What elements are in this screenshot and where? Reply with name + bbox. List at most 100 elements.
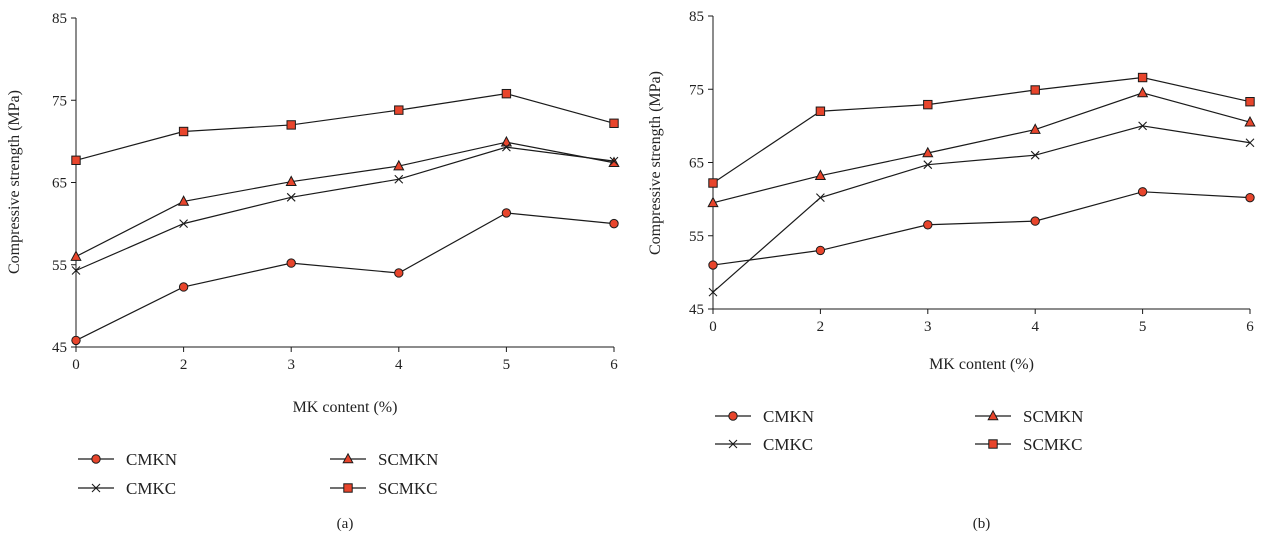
- data-point-square: [501, 88, 512, 99]
- data-point-square: [71, 155, 81, 165]
- x-tick-label: 0: [709, 319, 717, 335]
- data-point-cross: [502, 142, 511, 152]
- cross-stroke: [708, 287, 718, 297]
- series-line: [75, 141, 615, 258]
- panel-label: (b): [973, 516, 991, 532]
- series-line: [712, 125, 1251, 293]
- series-scmkn: [707, 86, 1256, 208]
- y-axis-label: Compressive strength (MPa): [6, 90, 23, 274]
- data-point-circle: [286, 258, 296, 268]
- series-line: [712, 191, 1251, 266]
- data-point-triangle: [707, 196, 719, 208]
- cross-stroke: [1245, 138, 1255, 148]
- series-line: [75, 146, 615, 272]
- legend-item: SCMKN: [975, 407, 1083, 426]
- legend: CMKN SCMKN CMKC SCMKC: [715, 407, 1083, 454]
- y-tick-label: 65: [52, 176, 67, 192]
- series-line: [712, 92, 1251, 204]
- y-tick-label: 75: [689, 82, 704, 98]
- y-tick-label: 55: [689, 229, 704, 245]
- data-point-cross: [71, 266, 81, 275]
- series-line: [75, 212, 615, 341]
- y-tick-label: 45: [52, 340, 67, 356]
- legend-label: CMKC: [763, 435, 813, 454]
- legend-label: SCMKN: [1023, 407, 1083, 426]
- data-point-square: [1030, 85, 1040, 95]
- data-point-circle: [71, 335, 81, 346]
- series-cmkc: [708, 121, 1255, 297]
- cross-stroke: [1138, 121, 1147, 131]
- data-point-triangle: [1244, 115, 1256, 127]
- x-tick-label: 5: [503, 357, 511, 373]
- series-cmkn: [71, 208, 619, 346]
- data-point-circle: [178, 282, 189, 292]
- data-point-cross: [1245, 138, 1255, 148]
- legend-label: SCMKC: [1023, 435, 1083, 454]
- legend-item: SCMKN: [330, 450, 438, 469]
- legend-item: SCMKC: [330, 479, 438, 498]
- cross-stroke: [394, 174, 404, 184]
- legend-item: CMKC: [78, 479, 176, 498]
- legend-marker-cross: [91, 483, 101, 493]
- y-tick-label: 65: [689, 156, 704, 172]
- legend-marker-square: [988, 439, 998, 449]
- legend-label: CMKN: [126, 450, 177, 469]
- data-point-circle: [1030, 216, 1040, 226]
- data-point-circle: [609, 218, 619, 229]
- data-point-triangle: [285, 175, 297, 186]
- data-point-cross: [179, 219, 188, 229]
- x-tick-label: 4: [395, 357, 403, 373]
- data-point-cross: [923, 160, 933, 170]
- series-line: [712, 76, 1251, 184]
- data-point-square: [286, 120, 296, 130]
- x-tick-label: 4: [1031, 319, 1039, 335]
- x-tick-label: 6: [1246, 319, 1254, 335]
- data-point-circle: [394, 268, 404, 278]
- cross-stroke: [816, 193, 825, 203]
- y-tick-label: 85: [52, 11, 67, 27]
- y-tick-label: 45: [689, 302, 704, 318]
- data-point-square: [815, 106, 826, 116]
- x-axis-label: MK content (%): [929, 356, 1034, 373]
- data-point-triangle: [814, 169, 827, 180]
- data-point-circle: [1137, 187, 1148, 197]
- y-tick-label: 85: [689, 9, 704, 25]
- y-tick-label: 75: [52, 93, 67, 109]
- x-tick-label: 3: [924, 319, 932, 335]
- legend-marker-triangle: [342, 452, 354, 464]
- data-point-square: [708, 178, 718, 188]
- data-point-cross: [394, 174, 404, 184]
- data-point-cross: [1138, 121, 1147, 131]
- data-point-circle: [1245, 192, 1255, 203]
- legend-marker-circle: [91, 454, 101, 464]
- data-point-triangle: [177, 195, 190, 206]
- y-axis-label: Compressive strength (MPa): [647, 71, 664, 255]
- legend-label: CMKC: [126, 479, 176, 498]
- legend: CMKN SCMKN CMKC SCMKC: [78, 450, 438, 498]
- data-point-cross: [708, 287, 718, 297]
- data-point-square: [1137, 72, 1148, 83]
- series-line: [75, 93, 615, 161]
- legend-label: SCMKC: [378, 479, 438, 498]
- cross-stroke: [71, 266, 81, 275]
- data-point-triangle: [500, 135, 513, 147]
- cross-stroke: [286, 192, 296, 202]
- cross-stroke: [609, 156, 619, 166]
- legend-item: SCMKC: [975, 435, 1083, 454]
- data-point-circle: [708, 260, 718, 270]
- x-tick-label: 2: [180, 357, 188, 373]
- data-point-cross: [1030, 150, 1040, 160]
- data-point-triangle: [608, 156, 620, 168]
- data-point-circle: [501, 208, 512, 218]
- data-point-triangle: [1136, 86, 1149, 98]
- panel-label: (a): [337, 516, 354, 532]
- data-point-square: [1245, 97, 1255, 107]
- data-point-cross: [816, 193, 825, 203]
- legend-marker-cross: [728, 439, 738, 449]
- cross-stroke: [91, 483, 101, 493]
- data-point-triangle: [922, 146, 934, 158]
- cross-stroke: [923, 160, 933, 170]
- legend-label: SCMKN: [378, 450, 438, 469]
